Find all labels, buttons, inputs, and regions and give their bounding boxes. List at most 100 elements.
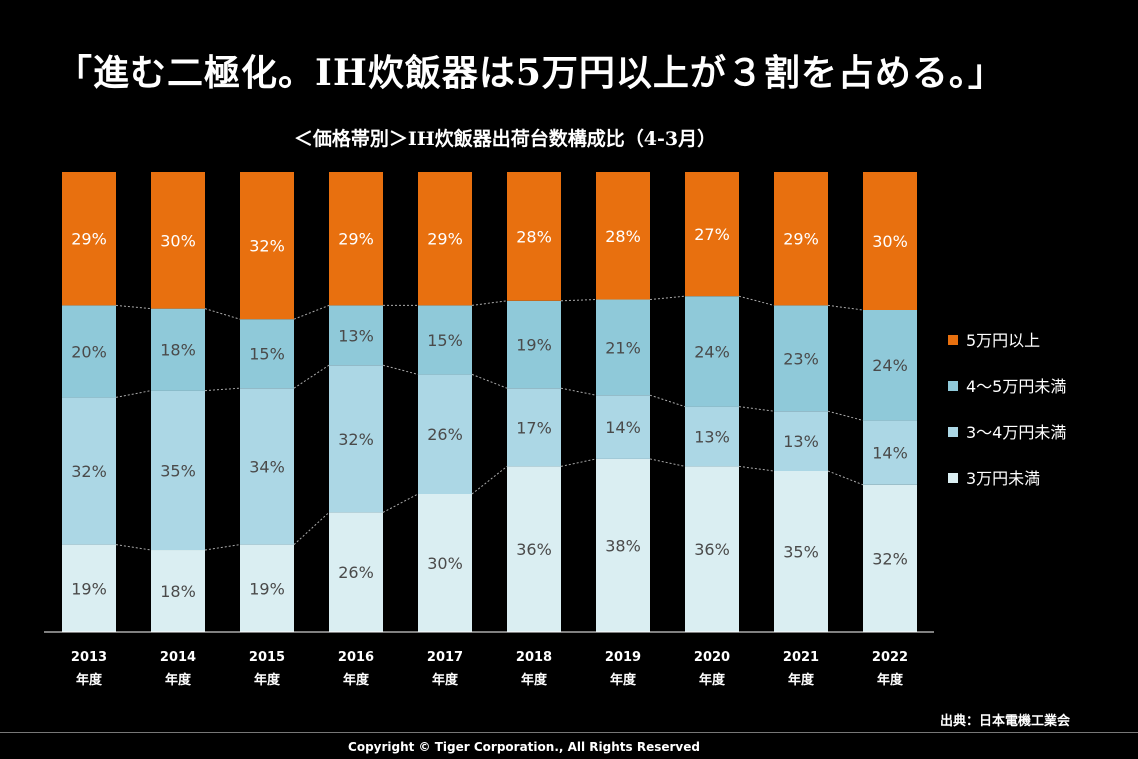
bar-segment-2022-2 [863, 310, 917, 421]
data-label-2013-1: 32% [71, 462, 107, 481]
bar-segment-2017-1 [418, 374, 472, 494]
connector-line [382, 364, 419, 375]
x-tick-label-suffix: 年度 [165, 672, 192, 688]
x-axis-labels: 2013 年度 2014 年度 2015 年度 2016 年度 2017 年度 2018 年度 2019… [71, 650, 908, 688]
connector-line [649, 295, 686, 301]
bar-segment-2019-3 [596, 172, 650, 300]
bar-segment-2018-2 [507, 300, 561, 389]
data-label-2015-0: 19% [249, 579, 285, 598]
connector-line [827, 304, 864, 311]
bar-segment-2021-0 [774, 471, 828, 632]
bar-segment-2015-0 [240, 544, 294, 632]
bar-segment-2014-3 [151, 172, 205, 309]
bar-segment-2016-3 [329, 172, 383, 306]
footer-divider [0, 732, 1138, 733]
page-headline: 「進む二極化。IH炊飯器は5万円以上が３割を占める。」 [56, 52, 1005, 94]
connector-line [649, 394, 686, 408]
x-tick-label-year: 2017 [427, 650, 463, 665]
data-label-2014-0: 18% [160, 582, 196, 601]
legend-label: 4～5万円未満 [966, 377, 1066, 396]
x-tick-label-year: 2020 [694, 650, 730, 665]
bar-segment-2018-0 [507, 466, 561, 632]
bar-segment-2019-2 [596, 299, 650, 396]
data-label-2014-3: 30% [160, 231, 196, 250]
x-tick-label-suffix: 年度 [432, 672, 459, 688]
x-tick-label-year: 2022 [872, 650, 908, 665]
data-label-2015-3: 32% [249, 237, 285, 256]
bar-segment-2022-1 [863, 420, 917, 485]
bar-segment-2013-3 [62, 172, 116, 306]
legend-label: 3万円未満 [966, 469, 1040, 488]
bar-segment-2019-0 [596, 458, 650, 632]
data-label-2015-1: 34% [249, 457, 285, 476]
data-label-2020-3: 27% [694, 225, 730, 244]
data-label-2019-1: 14% [605, 418, 641, 437]
bar-segment-2020-0 [685, 466, 739, 632]
data-label-2016-0: 26% [338, 563, 374, 582]
connector-line [115, 544, 152, 551]
data-label-2016-2: 13% [338, 326, 374, 345]
bar-segment-2021-1 [774, 411, 828, 471]
data-label-2020-0: 36% [694, 540, 730, 559]
bar-segment-2019-1 [596, 395, 650, 459]
data-label-2013-0: 19% [71, 579, 107, 598]
x-tick-label-year: 2015 [249, 650, 285, 665]
data-label-2021-2: 23% [783, 349, 819, 368]
legend-swatch [948, 473, 958, 483]
connector-line [560, 458, 597, 467]
connector-line [738, 465, 775, 472]
data-label-2017-0: 30% [427, 554, 463, 573]
legend-swatch [948, 381, 958, 391]
bar-segment-2014-1 [151, 390, 205, 551]
data-label-2020-1: 13% [694, 428, 730, 447]
connector-line [204, 544, 241, 551]
data-label-2019-0: 38% [605, 536, 641, 555]
bar-segment-2015-3 [240, 172, 294, 320]
connector-line [204, 308, 241, 320]
data-label-2022-0: 32% [872, 549, 908, 568]
data-label-2022-3: 30% [872, 232, 908, 251]
connector-line [293, 512, 330, 545]
bar-segment-2014-2 [151, 308, 205, 391]
bar-segment-2013-2 [62, 305, 116, 398]
bar-segment-2018-1 [507, 388, 561, 467]
bar-segment-2013-0 [62, 544, 116, 632]
legend-swatch [948, 335, 958, 345]
bar-segment-2017-3 [418, 172, 472, 306]
x-tick-label-suffix: 年度 [76, 672, 103, 688]
data-label-2016-3: 29% [338, 230, 374, 249]
connector-line [560, 299, 597, 302]
bar-segment-2017-0 [418, 494, 472, 632]
x-tick-label-suffix: 年度 [254, 672, 281, 688]
data-label-2014-1: 35% [160, 461, 196, 480]
bar-segment-2014-0 [151, 550, 205, 632]
x-tick-label-year: 2016 [338, 650, 374, 665]
bar-segment-2016-1 [329, 365, 383, 513]
connector-line [471, 373, 508, 389]
connector-line [560, 387, 597, 396]
connector-line [827, 410, 864, 421]
bar-segment-2015-2 [240, 319, 294, 389]
bar-segment-2020-3 [685, 172, 739, 297]
connector-line [204, 387, 241, 392]
data-label-2014-2: 18% [160, 341, 196, 360]
x-tick-label-year: 2021 [783, 650, 819, 665]
legend-swatch [948, 427, 958, 437]
connector-line [649, 458, 686, 467]
x-tick-label-year: 2019 [605, 650, 641, 665]
bar-segment-2020-1 [685, 406, 739, 467]
data-label-2019-2: 21% [605, 338, 641, 357]
data-label-2018-1: 17% [516, 418, 552, 437]
connector-line [293, 304, 330, 320]
data-label-2019-3: 28% [605, 227, 641, 246]
x-tick-label-suffix: 年度 [521, 672, 548, 688]
bar-segment-2020-2 [685, 296, 739, 407]
copyright-text: Copyright © Tiger Corporation., All Righ… [348, 740, 700, 754]
bar-segment-2018-3 [507, 172, 561, 301]
data-label-2017-3: 29% [427, 230, 463, 249]
bar-segment-2015-1 [240, 388, 294, 545]
data-label-2017-1: 26% [427, 425, 463, 444]
x-tick-label-suffix: 年度 [610, 672, 637, 688]
connector-line [827, 470, 864, 486]
connector-line [115, 390, 152, 398]
